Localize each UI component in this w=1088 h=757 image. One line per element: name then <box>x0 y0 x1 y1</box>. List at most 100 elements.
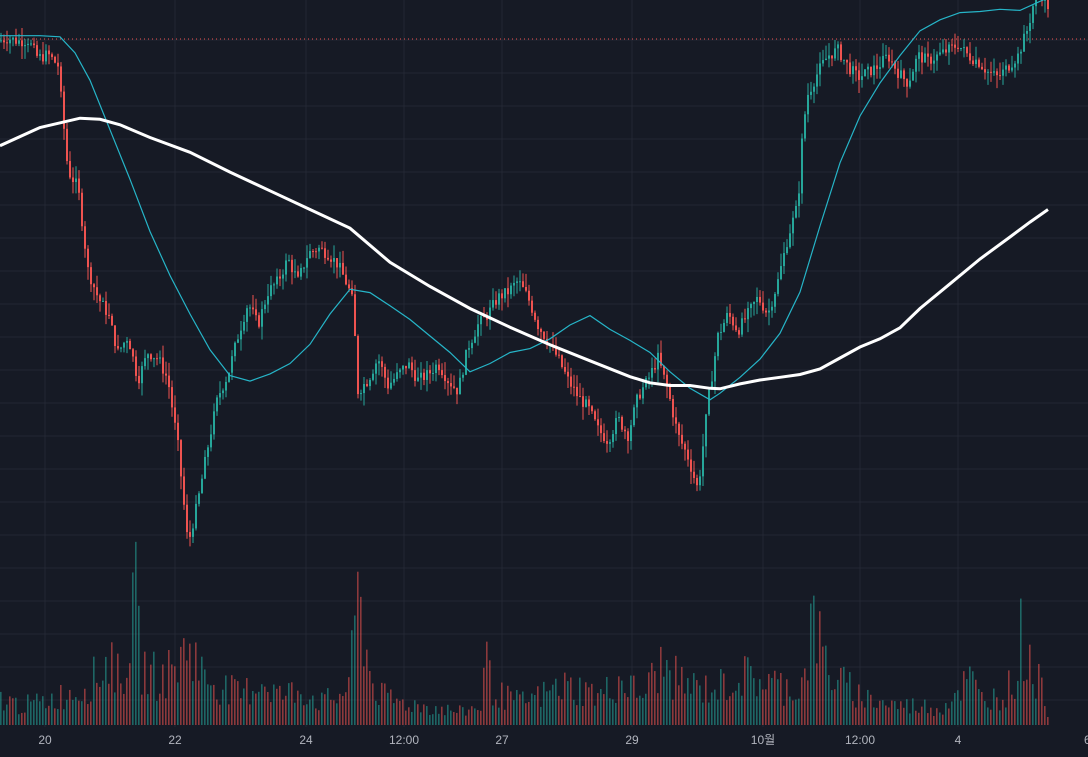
candle-body <box>942 49 944 53</box>
volume-bar <box>933 716 935 725</box>
candle-body <box>540 329 542 332</box>
volume-bar <box>0 691 2 725</box>
candle-body <box>48 50 50 55</box>
volume-bar <box>759 679 761 725</box>
candle-body <box>534 312 536 320</box>
volume-bar <box>255 693 257 725</box>
volume-bar <box>192 681 194 725</box>
candle-body <box>519 281 521 283</box>
volume-bar <box>699 685 701 725</box>
volume-bar <box>555 678 557 725</box>
candle-body <box>120 347 122 349</box>
volume-bar <box>1035 698 1037 725</box>
volume-bar <box>756 696 758 725</box>
candle-body <box>810 91 812 95</box>
volume-bar <box>93 656 95 725</box>
candle-body <box>363 384 365 394</box>
candle-body <box>246 308 248 322</box>
candle-body <box>444 375 446 382</box>
candle-body <box>285 260 287 275</box>
volume-bar <box>792 700 794 725</box>
candle-body <box>834 48 836 59</box>
candle-body <box>582 396 584 407</box>
candle-body <box>723 322 725 332</box>
candle-body <box>462 374 464 378</box>
volume-bar <box>111 642 113 725</box>
candle-body <box>12 37 14 40</box>
volume-bar <box>330 699 332 725</box>
volume-bar <box>39 701 41 725</box>
candle-body <box>726 312 728 323</box>
x-tick-label: 10월 <box>751 733 775 747</box>
volume-bar <box>585 682 587 725</box>
candle-body <box>42 54 44 62</box>
candle-body <box>126 340 128 343</box>
volume-bar <box>714 689 716 725</box>
candle-body <box>1014 63 1016 68</box>
candle-body <box>801 138 803 194</box>
candle-body <box>768 310 770 313</box>
candle-body <box>636 394 638 408</box>
volume-bar <box>666 660 668 725</box>
volume-bar <box>210 685 212 725</box>
candle-body <box>864 69 866 77</box>
volume-bar <box>228 704 230 725</box>
volume-bar <box>390 689 392 725</box>
volume-bar <box>744 656 746 725</box>
candle-body <box>51 54 53 57</box>
volume-bar <box>885 705 887 725</box>
volume-bar <box>60 684 62 725</box>
candle-body <box>786 247 788 254</box>
volume-bar <box>786 679 788 725</box>
candle-body <box>972 60 974 65</box>
candle-body <box>408 362 410 369</box>
candle-body <box>78 178 80 193</box>
candle-body <box>63 91 65 129</box>
candle-body <box>297 271 299 277</box>
candle-body <box>765 310 767 313</box>
volume-bar <box>417 704 419 725</box>
candle-body <box>690 459 692 472</box>
candle-body <box>21 40 23 47</box>
volume-bar <box>963 671 965 725</box>
candle-body <box>279 276 281 279</box>
volume-bar <box>879 700 881 725</box>
volume-bar <box>576 705 578 725</box>
volume-bar <box>582 705 584 725</box>
candle-body <box>591 406 593 412</box>
candle-body <box>996 71 998 76</box>
candle-body <box>387 377 389 389</box>
volume-bar <box>285 695 287 725</box>
volume-bar <box>618 676 620 725</box>
candle-body <box>813 86 815 92</box>
volume-bar <box>405 710 407 725</box>
volume-bar <box>225 675 227 725</box>
volume-bar <box>87 704 89 725</box>
volume-bar <box>456 712 458 725</box>
candle-body <box>504 288 506 299</box>
volume-bar <box>183 638 185 725</box>
candle-body <box>615 418 617 435</box>
volume-bar <box>654 671 656 725</box>
volume-bar <box>651 662 653 725</box>
candle-body <box>876 65 878 69</box>
volume-bar <box>288 683 290 725</box>
candle-body <box>420 372 422 378</box>
volume-bar <box>15 697 17 725</box>
candle-body <box>174 407 176 423</box>
candle-body <box>177 422 179 441</box>
volume-bar <box>135 541 137 725</box>
candle-body <box>672 398 674 418</box>
volume-bar <box>360 596 362 725</box>
volume-bar <box>597 693 599 725</box>
volume-bar <box>18 714 20 725</box>
candle-body <box>282 274 284 279</box>
volume-bar <box>708 702 710 725</box>
volume-bar <box>723 673 725 725</box>
volume-bar <box>510 691 512 725</box>
volume-bar <box>1047 717 1049 725</box>
volume-bar <box>477 710 479 725</box>
candle-body <box>852 66 854 75</box>
volume-bar <box>36 693 38 725</box>
